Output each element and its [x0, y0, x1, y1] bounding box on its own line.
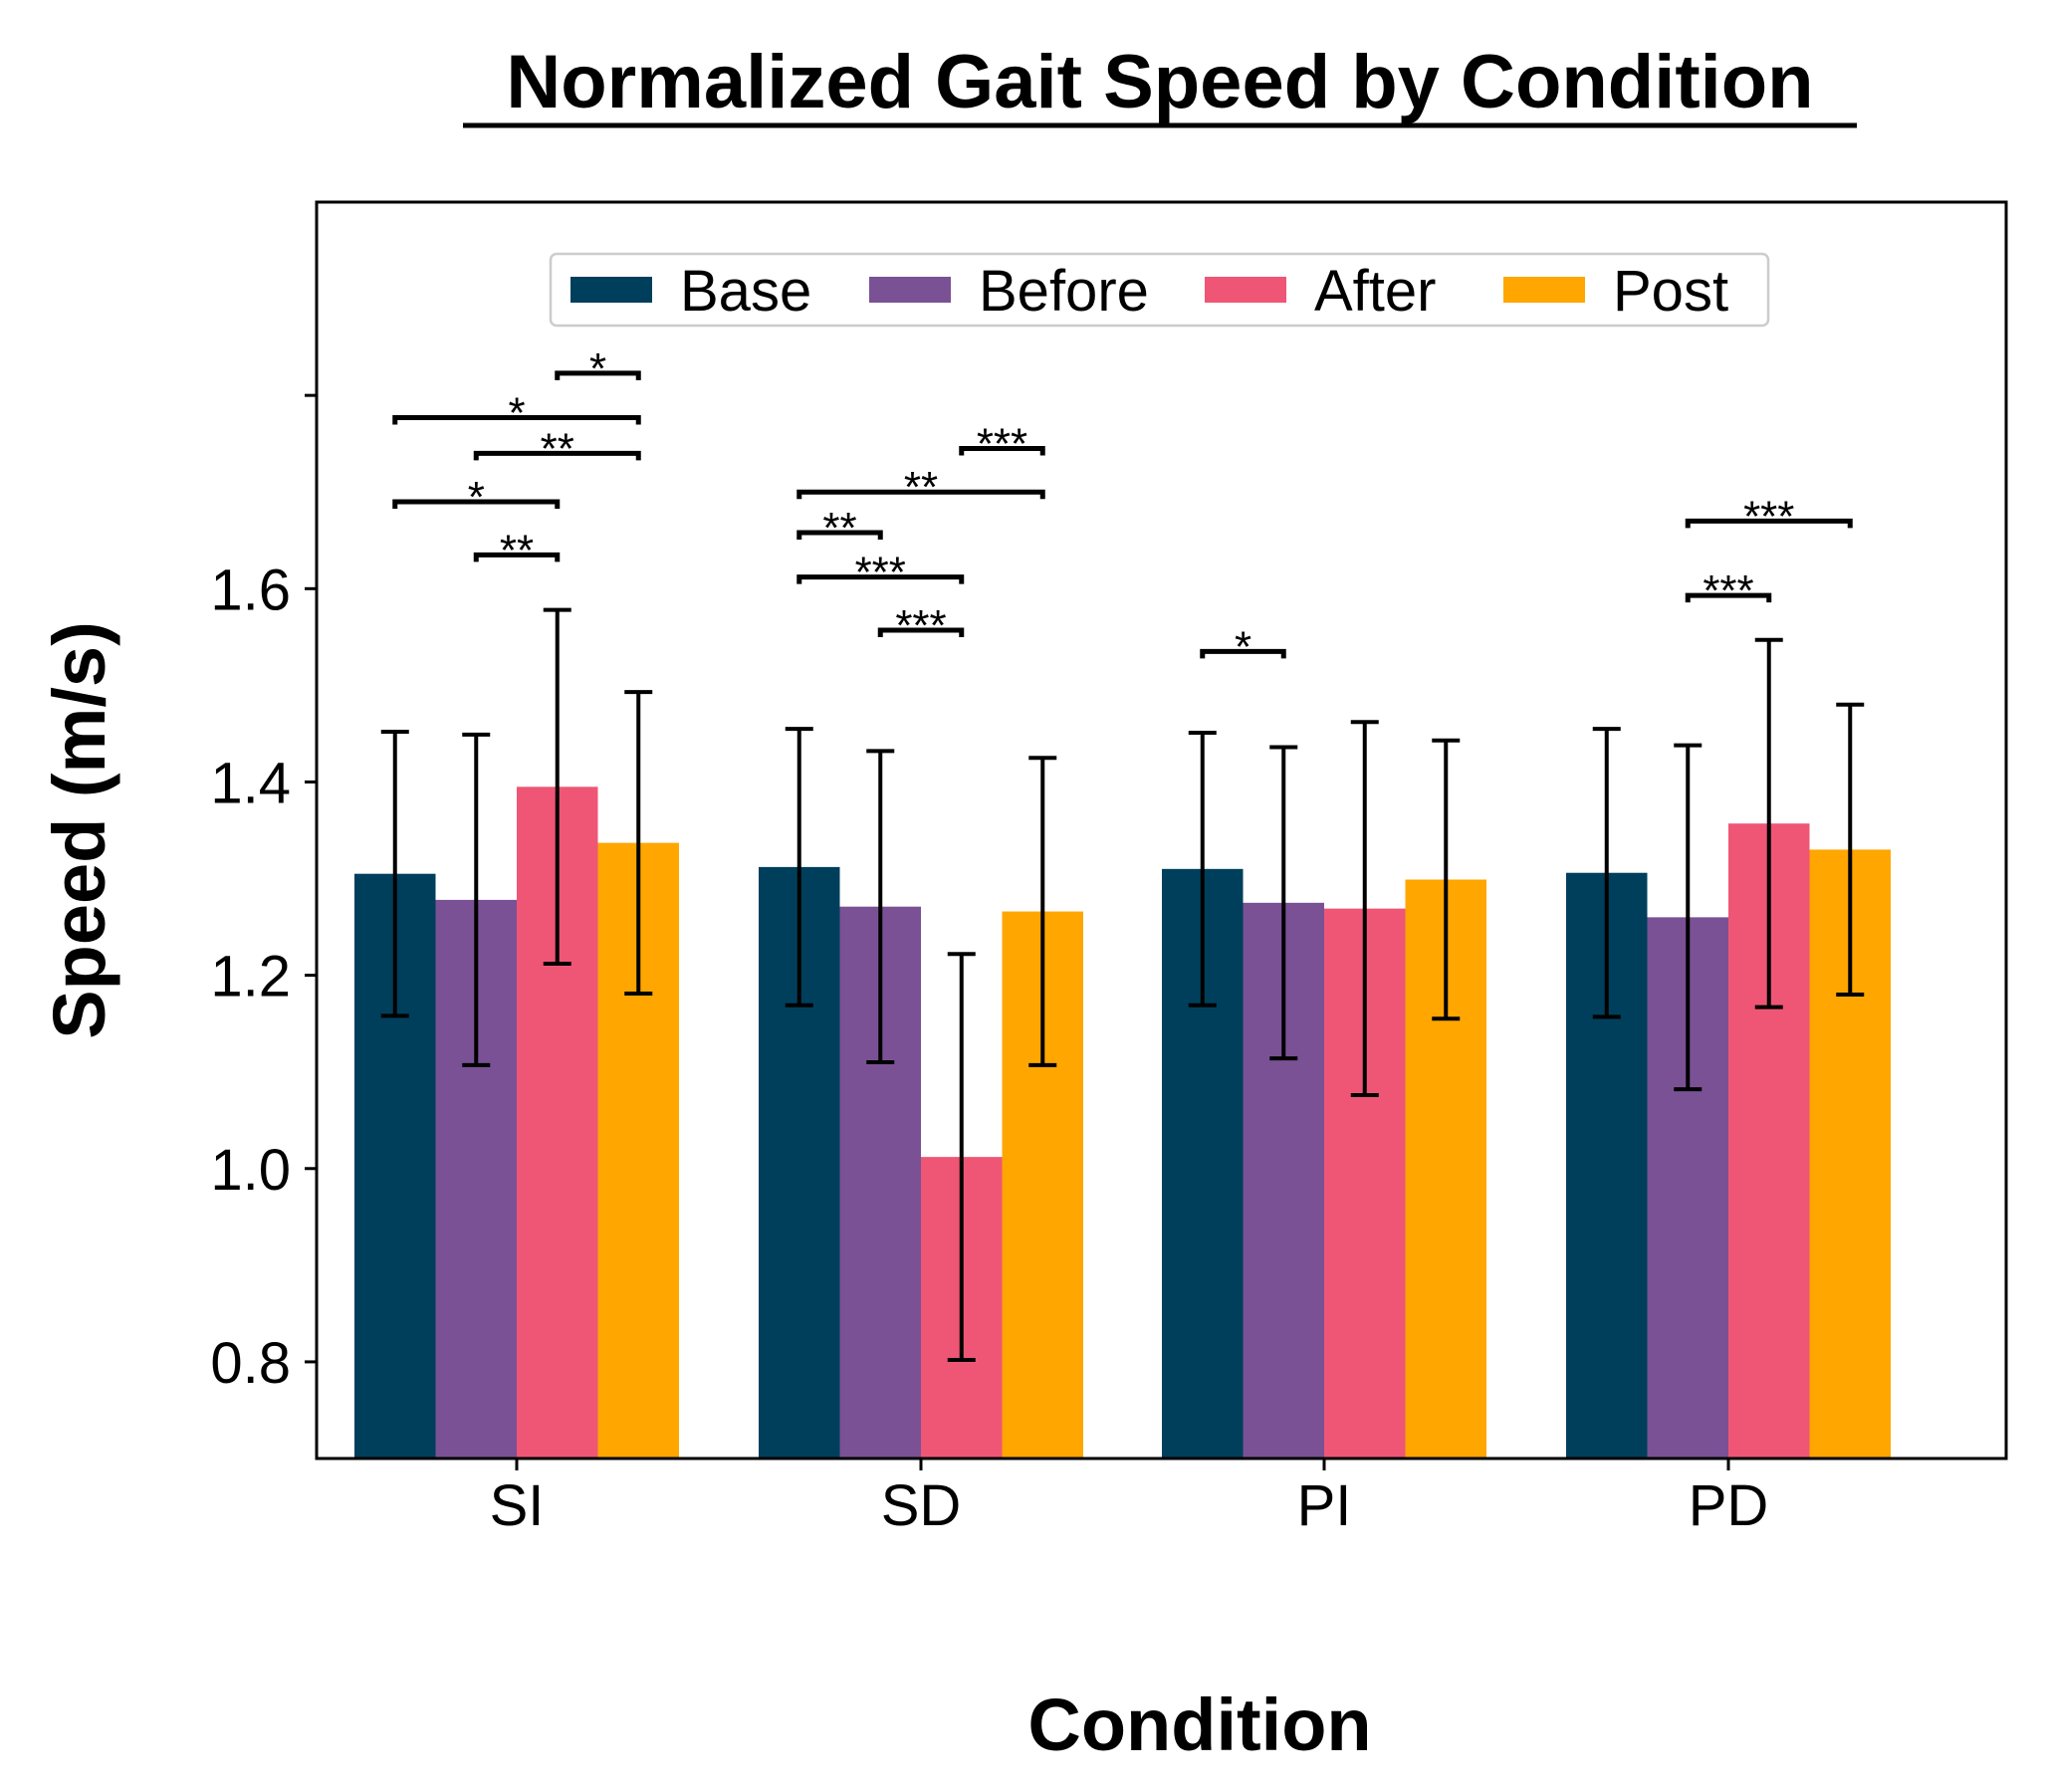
significance-bracket	[796, 574, 965, 584]
legend-swatch-base	[570, 277, 652, 303]
significance-label: ***	[1703, 566, 1753, 615]
significance-bracket	[1685, 592, 1772, 603]
axes-frame	[315, 200, 2008, 1460]
legend-label-base: Base	[680, 259, 811, 324]
x-tick-label: SI	[490, 1473, 545, 1538]
legend: Base Before After Post	[549, 252, 1770, 328]
significance-label: ***	[895, 601, 946, 650]
significance-label: *	[589, 344, 606, 393]
x-axis-label: Condition	[1027, 1683, 1371, 1766]
y-tick-label: 1.2	[210, 945, 291, 1009]
significance-bracket	[473, 552, 561, 562]
significance-bracket	[796, 489, 1045, 500]
errorbars-layer	[380, 607, 1865, 1362]
significance-label: **	[541, 424, 574, 473]
significance-label: ***	[1743, 492, 1794, 541]
legend-swatch-before	[869, 277, 951, 303]
legend-label-post: Post	[1613, 259, 1728, 324]
significance-label: **	[500, 526, 534, 574]
significance-label: ***	[855, 549, 906, 597]
y-ticks: 0.8 1.0 1.2 1.4 1.6	[210, 393, 317, 1396]
x-tick-label: PI	[1297, 1473, 1352, 1538]
legend-swatch-after	[1205, 277, 1286, 303]
chart-title: Normalized Gait Speed by Condition	[506, 40, 1813, 124]
x-tick-label: PD	[1689, 1473, 1769, 1538]
significance-bracket	[392, 414, 641, 425]
significance-layer: ***************************	[392, 344, 1853, 671]
y-tick-label: 1.4	[210, 751, 291, 815]
bars-layer	[354, 786, 1891, 1458]
significance-label: **	[822, 504, 856, 553]
legend-box	[549, 252, 1770, 328]
significance-bracket	[473, 450, 641, 461]
legend-swatch-post	[1503, 277, 1585, 303]
significance-label: ***	[977, 420, 1027, 469]
significance-bracket	[1685, 518, 1853, 529]
y-tick-label: 1.0	[210, 1138, 291, 1203]
legend-label-before: Before	[979, 259, 1149, 324]
significance-label: *	[1235, 622, 1251, 671]
significance-bracket	[877, 627, 965, 638]
y-axis-label: Speed (m/s)	[38, 621, 120, 1038]
y-tick-label: 0.8	[210, 1331, 291, 1396]
legend-label-after: After	[1314, 259, 1437, 324]
y-tick-label: 1.6	[210, 558, 291, 622]
significance-bracket	[392, 499, 561, 509]
significance-bracket	[1200, 648, 1286, 659]
significance-bracket	[555, 370, 641, 380]
significance-bracket	[796, 530, 883, 541]
significance-label: *	[508, 388, 525, 437]
significance-bracket	[959, 446, 1045, 456]
significance-label: **	[904, 463, 938, 512]
x-ticks: SI SD PI PD	[490, 1458, 1769, 1538]
x-tick-label: SD	[881, 1473, 962, 1538]
significance-label: *	[468, 473, 485, 522]
